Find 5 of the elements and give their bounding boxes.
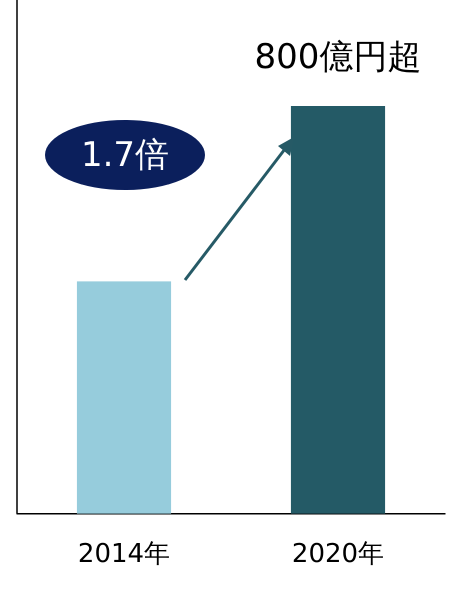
annotation: 1.7倍 [80,134,170,177]
x-tick-label: 2020年 [292,539,384,570]
annotation: 800億円超 [254,36,422,77]
x-tick-label: 2014年 [78,539,170,570]
oval-badge: 1.7倍 [45,120,205,190]
